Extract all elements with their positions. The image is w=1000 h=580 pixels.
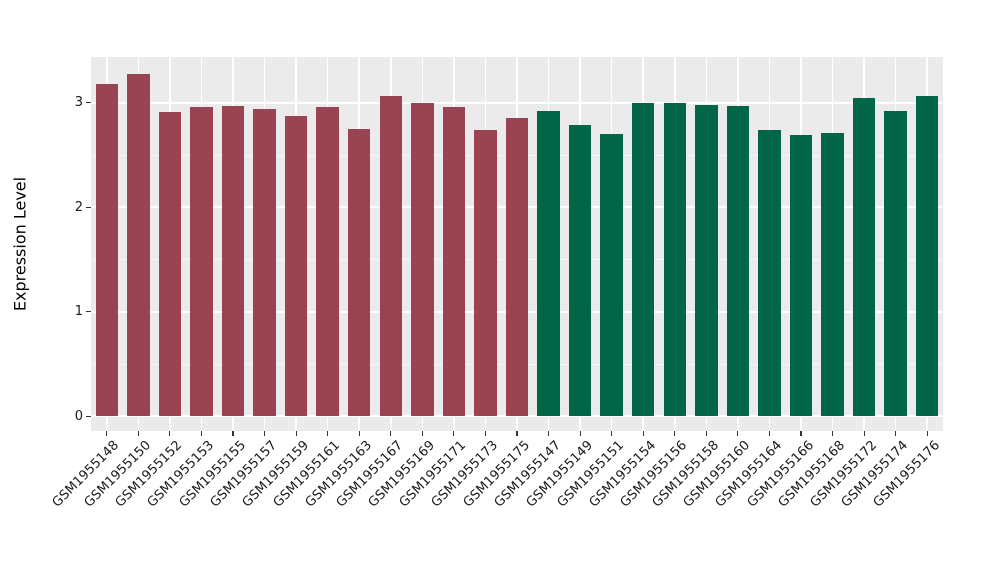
- bar-GSM1955172: [852, 98, 876, 416]
- y-tick-mark: [86, 102, 91, 104]
- x-tick-mark: [547, 431, 550, 436]
- bar-GSM1955173: [474, 129, 497, 416]
- x-tick-mark: [169, 431, 171, 436]
- bar-GSM1955153: [190, 106, 213, 416]
- bar-GSM1955155: [221, 105, 245, 416]
- bar-GSM1955150: [127, 74, 150, 416]
- bar-GSM1955176: [915, 96, 939, 416]
- x-tick-mark: [516, 431, 518, 436]
- bar-GSM1955152: [158, 111, 182, 416]
- x-tick-mark: [200, 431, 203, 436]
- x-tick-mark: [327, 431, 329, 436]
- x-tick-mark: [705, 431, 707, 436]
- x-tick-mark: [232, 431, 234, 436]
- x-tick-mark: [358, 431, 360, 436]
- x-tick-mark: [263, 431, 266, 436]
- bar-GSM1955149: [568, 125, 592, 416]
- x-tick-mark: [484, 431, 487, 436]
- y-tick-mark: [86, 206, 91, 208]
- bar-GSM1955167: [379, 96, 403, 416]
- x-tick-mark: [895, 431, 897, 436]
- bar-GSM1955158: [695, 104, 718, 416]
- y-tick-label: 1: [74, 304, 83, 319]
- bar-GSM1955157: [253, 108, 276, 416]
- x-tick-mark: [926, 431, 928, 436]
- bar-GSM1955163: [347, 128, 371, 416]
- x-tick-mark: [611, 431, 613, 436]
- y-tick-label: 2: [74, 199, 83, 215]
- bar-GSM1955161: [316, 106, 339, 416]
- bar-GSM1955154: [631, 102, 655, 416]
- bar-GSM1955175: [505, 118, 529, 416]
- bar-GSM1955166: [789, 134, 813, 416]
- x-tick-mark: [295, 431, 297, 436]
- bar-GSM1955156: [663, 102, 687, 416]
- bar-GSM1955171: [442, 106, 466, 416]
- bar-GSM1955159: [284, 116, 308, 416]
- x-tick-mark: [106, 431, 108, 436]
- bar-GSM1955148: [95, 83, 119, 416]
- x-tick-mark: [831, 431, 834, 436]
- bar-GSM1955160: [726, 105, 750, 416]
- x-tick-mark: [800, 431, 802, 436]
- x-tick-mark: [642, 431, 644, 436]
- bar-GSM1955151: [600, 133, 623, 416]
- x-tick-mark: [674, 431, 676, 436]
- bar-GSM1955147: [537, 110, 560, 416]
- x-tick-mark: [579, 431, 581, 436]
- y-tick-label: 3: [74, 95, 83, 110]
- x-tick-mark: [137, 431, 139, 436]
- plot-panel: [91, 57, 943, 431]
- y-tick-mark: [86, 415, 91, 417]
- x-tick-mark: [863, 431, 865, 436]
- bar-GSM1955164: [758, 129, 781, 416]
- x-tick-mark: [737, 431, 739, 436]
- y-axis-title: Expression Level: [10, 176, 30, 312]
- x-tick-mark: [421, 431, 423, 436]
- bar-GSM1955169: [411, 102, 434, 416]
- x-tick-mark: [390, 431, 392, 436]
- x-tick-mark: [453, 431, 455, 436]
- bar-GSM1955174: [884, 110, 907, 416]
- bar-GSM1955168: [821, 132, 844, 416]
- y-tick-label: 0: [74, 408, 83, 424]
- x-tick-mark: [768, 431, 771, 436]
- y-tick-mark: [86, 311, 91, 313]
